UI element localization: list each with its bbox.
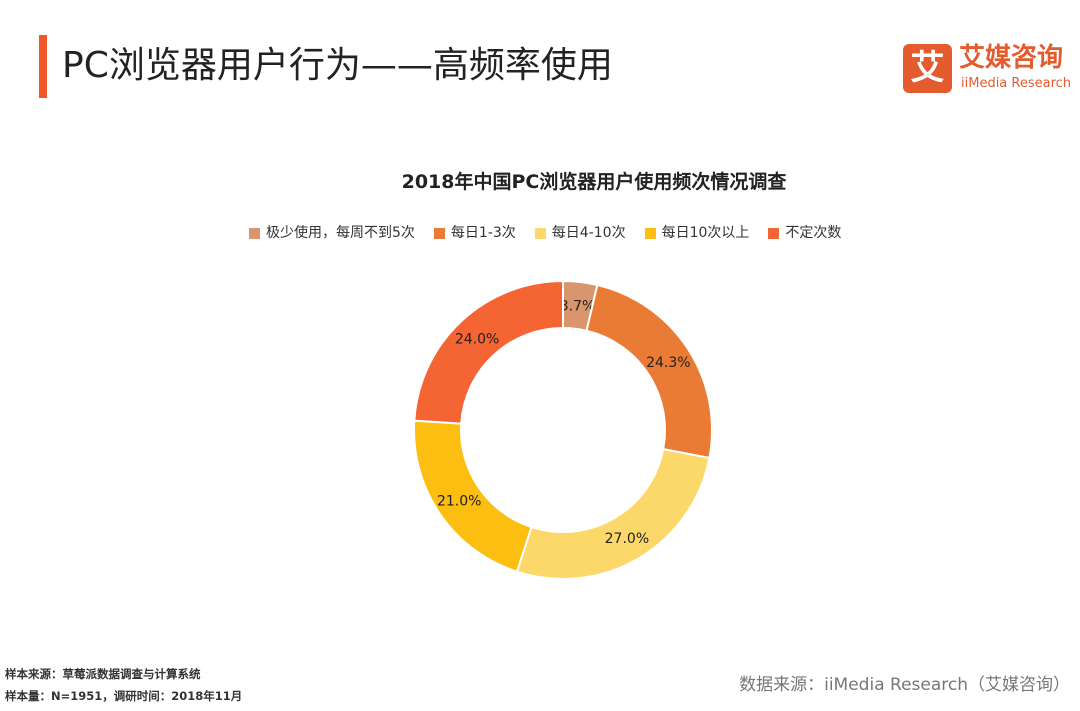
title-accent-bar xyxy=(39,35,47,98)
legend-swatch-daily-4-10 xyxy=(534,227,546,239)
donut-value-label-rarely: 3.7% xyxy=(560,298,596,314)
legend-label-irregular: 不定次数 xyxy=(785,225,842,241)
legend-item-daily-4-10: 每日4-10次 xyxy=(534,223,626,243)
donut-slice-daily-4-10 xyxy=(515,447,711,580)
donut-value-label-daily-4-10: 27.0% xyxy=(605,531,649,547)
legend-item-daily-10-plus: 每日10次以上 xyxy=(644,223,750,243)
donut-slice-daily-1-3 xyxy=(585,283,713,460)
chart-legend: 极少使用，每周不到5次 每日1-3次 每日4-10次 每日10次以上 不定次数 xyxy=(249,222,860,244)
legend-swatch-irregular xyxy=(768,227,780,239)
logo-mark: 艾 xyxy=(903,44,952,93)
legend-item-irregular: 不定次数 xyxy=(768,223,841,243)
donut-value-label-daily-10-plus: 21.0% xyxy=(437,494,481,510)
legend-label-daily-10-plus: 每日10次以上 xyxy=(661,225,750,241)
sample-size-note: 样本量：N=1951，调研时间：2018年11月 xyxy=(5,689,243,703)
legend-item-rarely: 极少使用，每周不到5次 xyxy=(249,223,415,243)
legend-label-daily-4-10: 每日4-10次 xyxy=(551,225,626,241)
legend-item-daily-1-3: 每日1-3次 xyxy=(433,223,516,243)
logo-name-cn: 艾媒咨询 xyxy=(959,43,1064,73)
legend-label-rarely: 极少使用，每周不到5次 xyxy=(266,225,415,241)
legend-label-daily-1-3: 每日1-3次 xyxy=(450,225,516,241)
donut-value-label-daily-1-3: 24.3% xyxy=(646,355,690,371)
legend-swatch-daily-10-plus xyxy=(644,227,656,239)
legend-swatch-daily-1-3 xyxy=(433,227,445,239)
donut-slice-irregular xyxy=(413,279,564,425)
legend-swatch-rarely xyxy=(249,227,260,239)
data-source-note: 数据来源：iiMedia Research（艾媒咨询） xyxy=(739,675,1070,695)
footer-sample-notes: 样本来源：草莓派数据调查与计算系统 样本量：N=1951，调研时间：2018年1… xyxy=(5,663,242,707)
page-title: PC浏览器用户行为——高频率使用 xyxy=(62,45,613,86)
logo-name-en: iiMedia Research xyxy=(961,76,1072,91)
chart-title: 2018年中国PC浏览器用户使用频次情况调查 xyxy=(401,171,787,193)
sample-source-note: 样本来源：草莓派数据调查与计算系统 xyxy=(5,667,201,681)
donut-value-label-irregular: 24.0% xyxy=(455,332,499,348)
iimedia-logo: 艾 艾媒咨询 iiMedia Research xyxy=(903,43,1075,96)
